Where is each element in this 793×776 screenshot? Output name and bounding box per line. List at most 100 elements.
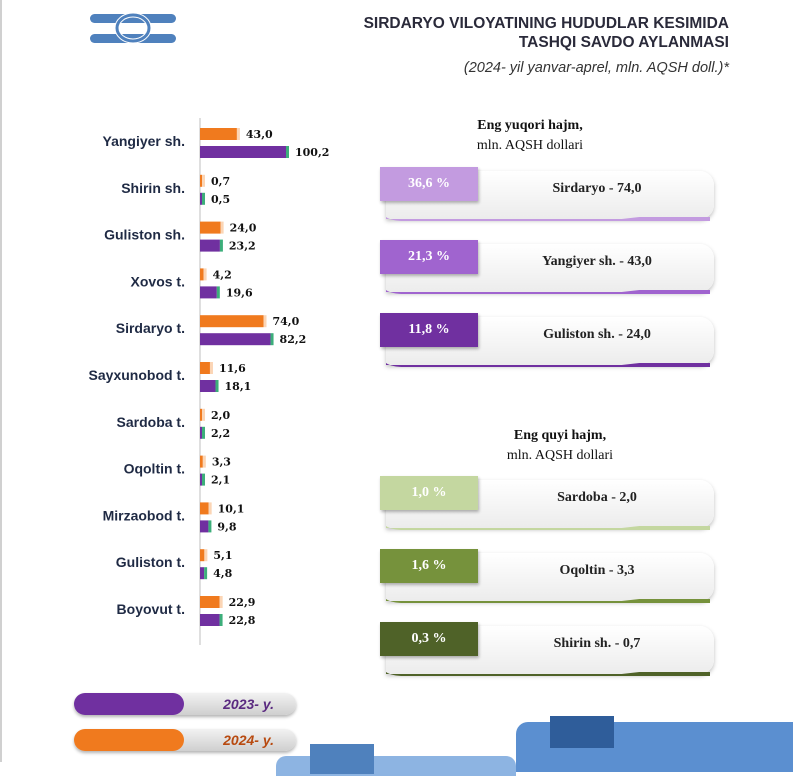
bar-2023 (200, 380, 216, 392)
bar-2023 (200, 426, 202, 439)
top-card: 21,3 % Yangiyer sh. - 43,0 (380, 240, 714, 298)
value-label: 3,3 (212, 456, 231, 469)
bar-cap (204, 567, 208, 580)
value-label: 23,2 (229, 240, 256, 253)
title-line-2: TASHQI SAVDO AYLANMASI (518, 34, 729, 51)
bottom-card: 1,0 % Sardoba - 2,0 (380, 476, 714, 534)
category-label: Yangiyer sh. (103, 133, 185, 149)
logo-icon (90, 12, 176, 44)
category-label: Sirdaryo t. (116, 320, 185, 336)
bar-2023 (200, 286, 217, 299)
region-value-label: Sirdaryo - 74,0 (552, 181, 642, 196)
bar-cap (219, 239, 223, 252)
bar-cap (202, 192, 205, 205)
top-panel-heading-line-1: Eng yuqori hajm, (477, 118, 583, 133)
bar-cap (202, 426, 205, 439)
value-label: 0,5 (211, 193, 230, 206)
bar-cap (236, 128, 240, 140)
region-value-label: Sardoba - 2,0 (557, 490, 637, 505)
category-label: Oqoltin t. (124, 461, 185, 477)
bar-2024 (200, 268, 204, 281)
value-label: 9,8 (217, 520, 236, 533)
bottom-card: 1,6 % Oqoltin - 3,3 (380, 549, 714, 607)
region-value-label: Shirin sh. - 0,7 (553, 636, 641, 651)
top-card: 36,6 % Sirdaryo - 74,0 (380, 167, 714, 225)
bar-2023 (200, 239, 220, 252)
bar-2024 (200, 315, 264, 328)
bar-cap (208, 520, 212, 533)
title-line-1: SIRDARYO VILOYATINING HUDUDLAR KESIMIDA (363, 15, 729, 32)
value-label: 24,0 (230, 222, 257, 235)
card-underline (386, 363, 710, 367)
category-label: Xovos t. (131, 273, 185, 289)
bar-2023 (200, 333, 271, 346)
bar-2023 (200, 614, 220, 626)
value-label: 11,6 (219, 362, 246, 375)
value-label: 100,2 (295, 146, 329, 159)
bar-2024 (200, 596, 220, 608)
bottom-panel-heading-line-1: Eng quyi hajm, (513, 428, 607, 443)
value-label: 10,1 (218, 502, 245, 515)
bar-2023 (200, 520, 209, 533)
bar-cap (263, 315, 267, 328)
value-label: 74,0 (273, 315, 300, 328)
card-underline (386, 599, 710, 603)
percent-badge: 0,3 % (380, 622, 478, 656)
legend-2024-swatch (74, 729, 184, 751)
value-label: 43,0 (246, 128, 273, 141)
bar-2023 (200, 146, 286, 158)
legend-2023-label: 2023- y. (223, 696, 274, 712)
bar-2023 (200, 473, 202, 486)
legend-2023: 2023- y. (74, 693, 296, 715)
bar-cap (202, 473, 205, 486)
top-card: 11,8 % Guliston sh. - 24,0 (380, 313, 714, 371)
percent-badge: 1,0 % (380, 476, 478, 510)
card-underline (386, 526, 710, 530)
value-label: 22,9 (229, 596, 256, 609)
category-label: Shirin sh. (121, 180, 185, 196)
decor-shape-tab-left (310, 744, 374, 774)
value-label: 82,2 (280, 333, 307, 346)
card-underline (386, 672, 710, 676)
bar-2024 (200, 549, 205, 562)
bar-cap (219, 614, 223, 626)
value-label: 2,2 (211, 427, 230, 440)
region-value-label: Yangiyer sh. - 43,0 (542, 254, 652, 269)
bar-cap (209, 362, 213, 374)
bar-cap (220, 221, 224, 234)
decor-shape-tab-right (550, 716, 614, 748)
legend-2024-label: 2024- y. (223, 732, 274, 748)
category-label: Sardoba t. (117, 414, 185, 430)
page-title: SIRDARYO VILOYATINING HUDUDLAR KESIMIDA … (364, 14, 729, 52)
bar-2024 (200, 128, 237, 140)
value-label: 19,6 (226, 286, 253, 299)
value-label: 0,7 (211, 175, 230, 188)
bar-2024 (200, 408, 202, 421)
bar-2023 (200, 567, 205, 580)
bar-2024 (200, 221, 221, 234)
card-underline (386, 217, 710, 221)
category-label: Sayxunobod t. (89, 367, 185, 383)
bar-cap (270, 333, 274, 346)
percent-badge: 36,6 % (380, 167, 478, 201)
bar-chart: Yangiyer sh. 43,0 100,2 Shirin sh. 0,7 0,5 Gul… (89, 118, 329, 645)
percent-badge: 1,6 % (380, 549, 478, 583)
region-value-label: Oqoltin - 3,3 (559, 563, 635, 578)
category-label: Guliston t. (116, 554, 185, 570)
legend-2024: 2024- y. (74, 729, 296, 751)
bar-cap (219, 596, 223, 608)
value-label: 18,1 (225, 380, 252, 393)
bottom-panel-heading: Eng quyi hajm, mln. AQSH dollari (460, 426, 660, 466)
bar-2024 (200, 174, 202, 187)
bar-2024 (200, 455, 203, 468)
bar-cap (216, 286, 220, 299)
top-panel-heading-line-2: mln. AQSH dollari (476, 138, 584, 153)
bar-cap (202, 174, 205, 187)
value-label: 2,1 (211, 474, 230, 487)
value-label: 2,0 (211, 409, 230, 422)
percent-badge: 21,3 % (380, 240, 478, 274)
bar-2024 (200, 502, 209, 515)
page-edge (0, 0, 2, 762)
category-label: Mirzaobod t. (103, 507, 185, 523)
card-underline (386, 290, 710, 294)
